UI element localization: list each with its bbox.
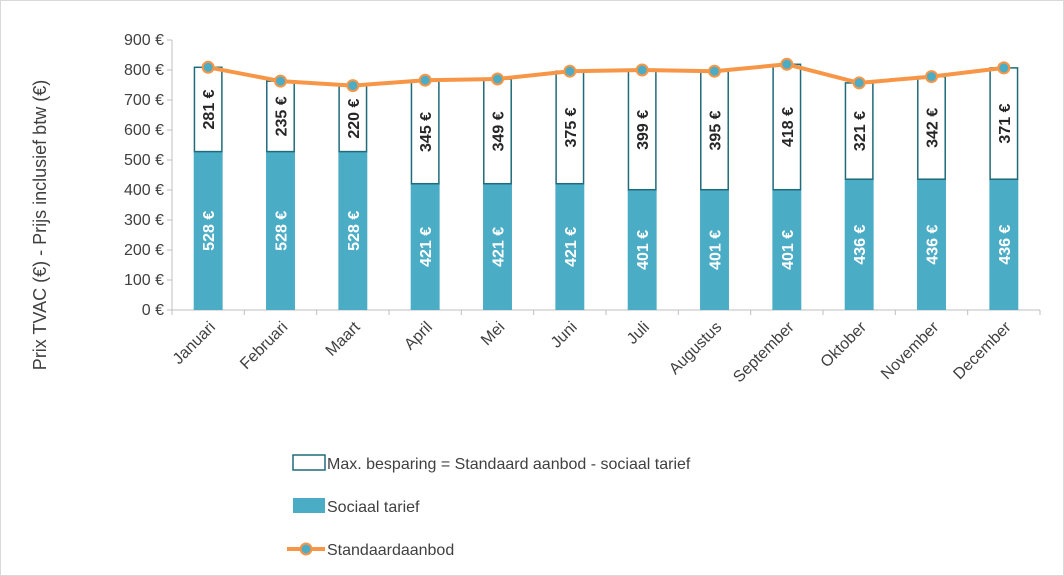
y-tick-label: 400 € bbox=[124, 182, 164, 199]
bars bbox=[193, 63, 1019, 310]
data-label-max-besparing: 281 € bbox=[201, 89, 218, 129]
data-label-sociaal-tarief: 528 € bbox=[274, 211, 291, 251]
data-label-sociaal-tarief: 436 € bbox=[852, 224, 869, 264]
bar-sociaal-tarief bbox=[700, 189, 729, 310]
bar-max-besparing bbox=[193, 66, 223, 153]
bar-max-besparing bbox=[989, 67, 1019, 180]
bar-max-besparing bbox=[338, 84, 368, 153]
point-standaardaanbod bbox=[274, 74, 287, 88]
data-label-max-besparing: 321 € bbox=[852, 111, 869, 151]
bar-max-besparing bbox=[483, 78, 512, 185]
bar-max-besparing bbox=[555, 70, 585, 185]
bar-max-besparing bbox=[266, 80, 295, 153]
y-tick-label: 600 € bbox=[124, 122, 164, 139]
data-label-max-besparing: 371 € bbox=[997, 103, 1014, 143]
x-tick-label: Februari bbox=[237, 319, 291, 373]
bar-sociaal-tarief bbox=[410, 183, 440, 310]
data-label-sociaal-tarief: 421 € bbox=[563, 227, 580, 267]
data-label-max-besparing: 418 € bbox=[780, 107, 797, 147]
data-label-sociaal-tarief: 436 € bbox=[997, 224, 1014, 264]
point-standaardaanbod bbox=[418, 73, 432, 87]
point-standaardaanbod bbox=[491, 72, 504, 86]
bar-sociaal-tarief bbox=[555, 183, 585, 310]
legend: Max. besparing = Standaard aanbod - soci… bbox=[287, 454, 691, 559]
point-standaardaanbod bbox=[925, 70, 938, 84]
y-axis-label: Prix TVAC (€) - Prijs inclusief btw (€) bbox=[30, 80, 50, 370]
point-standaardaanbod bbox=[708, 64, 721, 78]
bar-sociaal-tarief bbox=[844, 179, 874, 310]
x-tick-label: Augustus bbox=[666, 319, 725, 378]
x-tick-label: Mei bbox=[478, 319, 508, 349]
bar-sociaal-tarief bbox=[483, 183, 512, 310]
y-tick-label: 100 € bbox=[124, 272, 164, 289]
data-label-max-besparing: 399 € bbox=[635, 110, 652, 150]
legend-label-max-besparing: Max. besparing = Standaard aanbod - soci… bbox=[327, 456, 691, 473]
data-label-sociaal-tarief: 528 € bbox=[201, 211, 218, 251]
data-label-sociaal-tarief: 436 € bbox=[925, 224, 942, 264]
data-label-sociaal-tarief: 401 € bbox=[708, 230, 725, 270]
axes: 0 € 100 € 200 € 300 € 400 € 500 € 600 € 700 € 80… bbox=[30, 32, 1041, 386]
data-label-max-besparing: 235 € bbox=[274, 96, 291, 136]
y-tick-label: 300 € bbox=[124, 212, 164, 229]
bar-sociaal-tarief bbox=[917, 179, 946, 310]
x-tick-label: Januari bbox=[170, 319, 219, 368]
data-label-sociaal-tarief: 421 € bbox=[418, 227, 435, 267]
x-tick-label: Oktober bbox=[818, 318, 871, 371]
point-standaardaanbod bbox=[346, 79, 360, 93]
point-standaardaanbod bbox=[780, 57, 794, 71]
point-standaardaanbod bbox=[852, 76, 866, 90]
x-tick-label: Maart bbox=[323, 318, 364, 359]
bar-sociaal-tarief bbox=[266, 151, 295, 310]
point-standaardaanbod bbox=[201, 60, 215, 74]
x-tick-label: September bbox=[730, 318, 798, 386]
point-standaardaanbod bbox=[635, 63, 649, 77]
data-label-max-besparing: 375 € bbox=[563, 107, 580, 147]
data-labels: 528 € 281 € 528 € 235 € 528 € 220 € 421 € 345 €… bbox=[201, 89, 1014, 270]
x-tick-label: Juni bbox=[548, 319, 581, 352]
y-tick-label: 700 € bbox=[124, 92, 164, 109]
legend-label-standaardaanbod: Standaardaanbod bbox=[327, 542, 454, 559]
point-standaardaanbod bbox=[563, 64, 577, 78]
bar-sociaal-tarief bbox=[772, 189, 802, 310]
data-label-max-besparing: 220 € bbox=[346, 98, 363, 138]
x-tick-label: Juli bbox=[624, 319, 653, 348]
bar-sociaal-tarief bbox=[989, 179, 1019, 310]
y-tick-label: 800 € bbox=[124, 62, 164, 79]
data-label-max-besparing: 342 € bbox=[925, 108, 942, 148]
x-tick-label: November bbox=[878, 318, 943, 383]
data-label-max-besparing: 345 € bbox=[418, 112, 435, 152]
legend-swatch-sociaal-tarief bbox=[293, 498, 325, 513]
data-label-sociaal-tarief: 528 € bbox=[346, 211, 363, 251]
bar-sociaal-tarief bbox=[627, 189, 657, 310]
x-tick-label: December bbox=[950, 318, 1015, 383]
data-label-max-besparing: 349 € bbox=[491, 111, 508, 151]
y-tick-label: 900 € bbox=[124, 32, 164, 49]
point-standaardaanbod bbox=[997, 61, 1011, 75]
data-label-sociaal-tarief: 421 € bbox=[491, 227, 508, 267]
bar-sociaal-tarief bbox=[193, 151, 223, 310]
bar-max-besparing bbox=[627, 69, 657, 191]
y-tick-label: 0 € bbox=[142, 302, 164, 319]
bar-sociaal-tarief bbox=[338, 151, 368, 310]
line-standaardaanbod bbox=[207, 62, 1005, 88]
legend-label-sociaal-tarief: Sociaal tarief bbox=[327, 499, 420, 516]
standaardaanbod-line bbox=[201, 57, 1011, 93]
data-label-sociaal-tarief: 401 € bbox=[635, 230, 652, 270]
y-tick-label: 200 € bbox=[124, 242, 164, 259]
x-tick-label: April bbox=[401, 319, 436, 354]
data-label-sociaal-tarief: 401 € bbox=[780, 230, 797, 270]
legend-swatch-marker-standaardaanbod bbox=[299, 542, 313, 556]
data-label-max-besparing: 395 € bbox=[708, 110, 725, 150]
y-tick-label: 500 € bbox=[124, 152, 164, 169]
legend-swatch-max-besparing bbox=[292, 454, 326, 471]
